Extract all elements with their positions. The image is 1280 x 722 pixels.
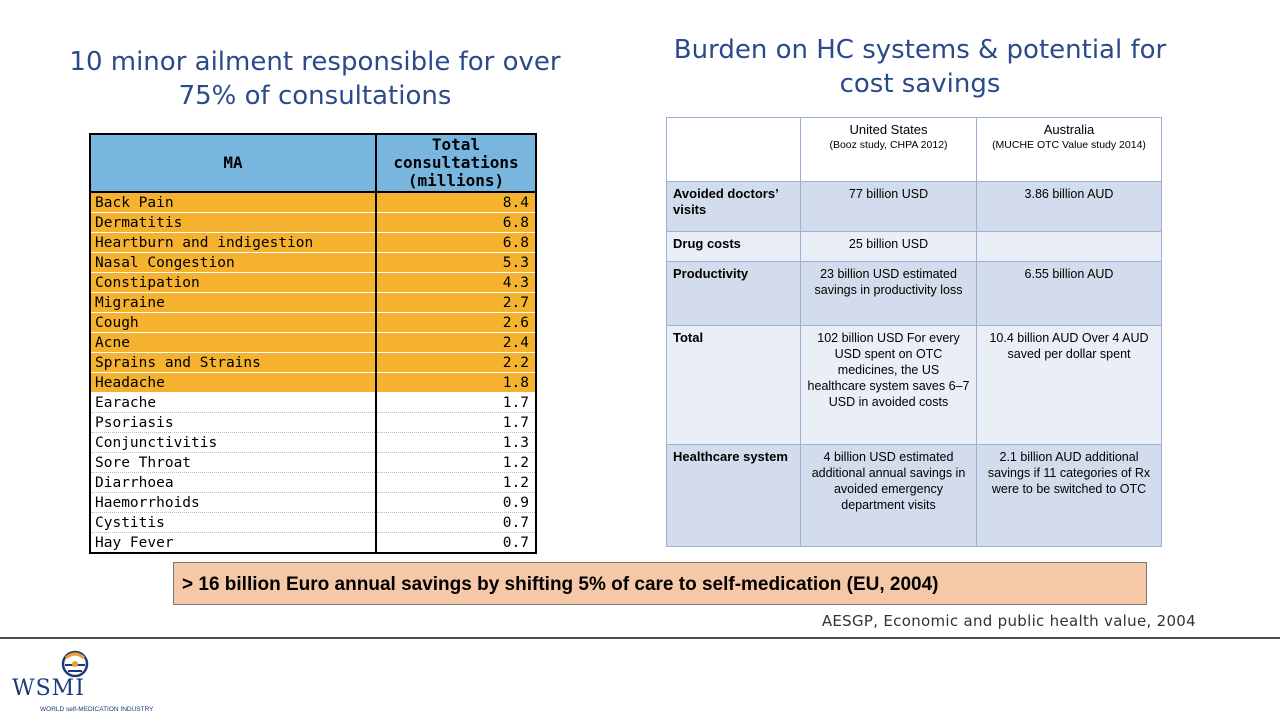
table-row: Sprains and Strains 2.2 <box>89 352 537 373</box>
consultations-value: 1.7 <box>375 412 537 433</box>
header-us-title: United States <box>849 122 928 137</box>
ailment-name: Haemorrhoids <box>89 492 377 513</box>
cost-table-body: Avoided doctors’ visits 77 billion USD 3.8… <box>666 181 1162 547</box>
ailment-name: Sprains and Strains <box>89 352 377 373</box>
au-value: 2.1 billion AUD additional savings if 11… <box>976 444 1162 547</box>
consultations-value: 2.2 <box>375 352 537 373</box>
table-header-row: MA Total consultations (millions) <box>89 133 537 193</box>
right-title: Burden on HC systems & potential for cos… <box>673 35 1167 99</box>
consultations-value: 6.8 <box>375 212 537 233</box>
table-row: Back Pain 8.4 <box>89 192 537 213</box>
ailment-name: Hay Fever <box>89 532 377 554</box>
source-citation: AESGP, Economic and public health value,… <box>821 612 1196 630</box>
row-label: Productivity <box>666 261 801 326</box>
ailment-name: Headache <box>89 372 377 393</box>
header-au-title: Australia <box>1043 122 1095 137</box>
table-row: Migraine 2.7 <box>89 292 537 313</box>
row-label: Total <box>666 325 801 445</box>
row-label: Avoided doctors’ visits <box>666 181 801 232</box>
consultations-value: 5.3 <box>375 252 537 273</box>
header-total-consultations: Total consultations (millions) <box>375 133 537 193</box>
table-row: Dermatitis 6.8 <box>89 212 537 233</box>
table-row: Psoriasis 1.7 <box>89 412 537 433</box>
table-row: Haemorrhoids 0.9 <box>89 492 537 513</box>
ailment-name: Dermatitis <box>89 212 377 233</box>
table-row: Headache 1.8 <box>89 372 537 393</box>
ailment-name: Back Pain <box>89 192 377 213</box>
table-row: Hay Fever 0.7 <box>89 532 537 554</box>
table-row: Avoided doctors’ visits 77 billion USD 3.8… <box>666 181 1162 232</box>
row-label: Healthcare system <box>666 444 801 547</box>
header-ma: MA <box>89 133 377 193</box>
footer-divider <box>0 637 1280 639</box>
wsmi-globe-icon <box>61 650 89 678</box>
us-value: 25 billion USD <box>800 231 977 262</box>
ailment-name: Sore Throat <box>89 452 377 473</box>
savings-banner: > 16 billion Euro annual savings by shif… <box>173 562 1147 605</box>
consultations-value: 2.6 <box>375 312 537 333</box>
minor-ailments-table: MA Total consultations (millions) Back P… <box>89 133 537 554</box>
table-row: Drug costs 25 billion USD <box>666 231 1162 262</box>
consultations-value: 1.2 <box>375 452 537 473</box>
table-row: Constipation 4.3 <box>89 272 537 293</box>
header-empty-cell <box>666 117 801 182</box>
ailment-name: Migraine <box>89 292 377 313</box>
consultations-value: 0.7 <box>375 512 537 533</box>
us-value: 4 billion USD estimated additional annua… <box>800 444 977 547</box>
au-value: 3.86 billion AUD <box>976 181 1162 232</box>
cost-header-row: United States (Booz study, CHPA 2012) Au… <box>666 117 1162 182</box>
table-row: Acne 2.4 <box>89 332 537 353</box>
table-row: Cystitis 0.7 <box>89 512 537 533</box>
consultations-value: 2.4 <box>375 332 537 353</box>
us-value: 102 billion USD For every USD spent on O… <box>800 325 977 445</box>
ailment-name: Constipation <box>89 272 377 293</box>
header-au-source: (MUCHE OTC Value study 2014) <box>992 139 1146 151</box>
row-label: Drug costs <box>666 231 801 262</box>
consultations-value: 1.7 <box>375 392 537 413</box>
table-row: Productivity 23 billion USD estimated sav… <box>666 261 1162 326</box>
wsmi-logo: WSMI WORLD self-MEDICATION INDUSTRY <box>8 648 154 718</box>
us-value: 23 billion USD estimated savings in prod… <box>800 261 977 326</box>
left-title: 10 minor ailment responsible for over 75… <box>69 47 561 111</box>
ailment-name: Heartburn and indigestion <box>89 232 377 253</box>
consultations-value: 8.4 <box>375 192 537 213</box>
consultations-value: 0.7 <box>375 532 537 554</box>
consultations-value: 1.8 <box>375 372 537 393</box>
ailment-name: Cystitis <box>89 512 377 533</box>
consultations-value: 4.3 <box>375 272 537 293</box>
table-row: Heartburn and indigestion 6.8 <box>89 232 537 253</box>
au-value <box>976 231 1162 262</box>
ailment-name: Nasal Congestion <box>89 252 377 273</box>
table-row: Total 102 billion USD For every USD spent… <box>666 325 1162 445</box>
logo-tagline: WORLD self-MEDICATION INDUSTRY <box>40 706 154 713</box>
consultations-value: 0.9 <box>375 492 537 513</box>
table-row: Earache 1.7 <box>89 392 537 413</box>
table-row: Conjunctivitis 1.3 <box>89 432 537 453</box>
au-value: 10.4 billion AUD Over 4 AUD saved per do… <box>976 325 1162 445</box>
ailment-name: Psoriasis <box>89 412 377 433</box>
table-row: Healthcare system 4 billion USD estimated… <box>666 444 1162 547</box>
ailment-name: Cough <box>89 312 377 333</box>
header-united-states: United States (Booz study, CHPA 2012) <box>800 117 977 182</box>
ma-table-body: Back Pain 8.4 Dermatitis 6.8 Heartburn and i… <box>89 192 537 554</box>
consultations-value: 6.8 <box>375 232 537 253</box>
table-row: Sore Throat 1.2 <box>89 452 537 473</box>
table-row: Nasal Congestion 5.3 <box>89 252 537 273</box>
cost-savings-table: United States (Booz study, CHPA 2012) Au… <box>666 117 1162 547</box>
logo-wordmark: WSMI <box>12 676 85 701</box>
consultations-value: 1.3 <box>375 432 537 453</box>
table-row: Cough 2.6 <box>89 312 537 333</box>
us-value: 77 billion USD <box>800 181 977 232</box>
ailment-name: Acne <box>89 332 377 353</box>
table-row: Diarrhoea 1.2 <box>89 472 537 493</box>
consultations-value: 1.2 <box>375 472 537 493</box>
au-value: 6.55 billion AUD <box>976 261 1162 326</box>
ailment-name: Diarrhoea <box>89 472 377 493</box>
ailment-name: Conjunctivitis <box>89 432 377 453</box>
ailment-name: Earache <box>89 392 377 413</box>
consultations-value: 2.7 <box>375 292 537 313</box>
header-us-source: (Booz study, CHPA 2012) <box>829 139 948 151</box>
header-australia: Australia (MUCHE OTC Value study 2014) <box>976 117 1162 182</box>
